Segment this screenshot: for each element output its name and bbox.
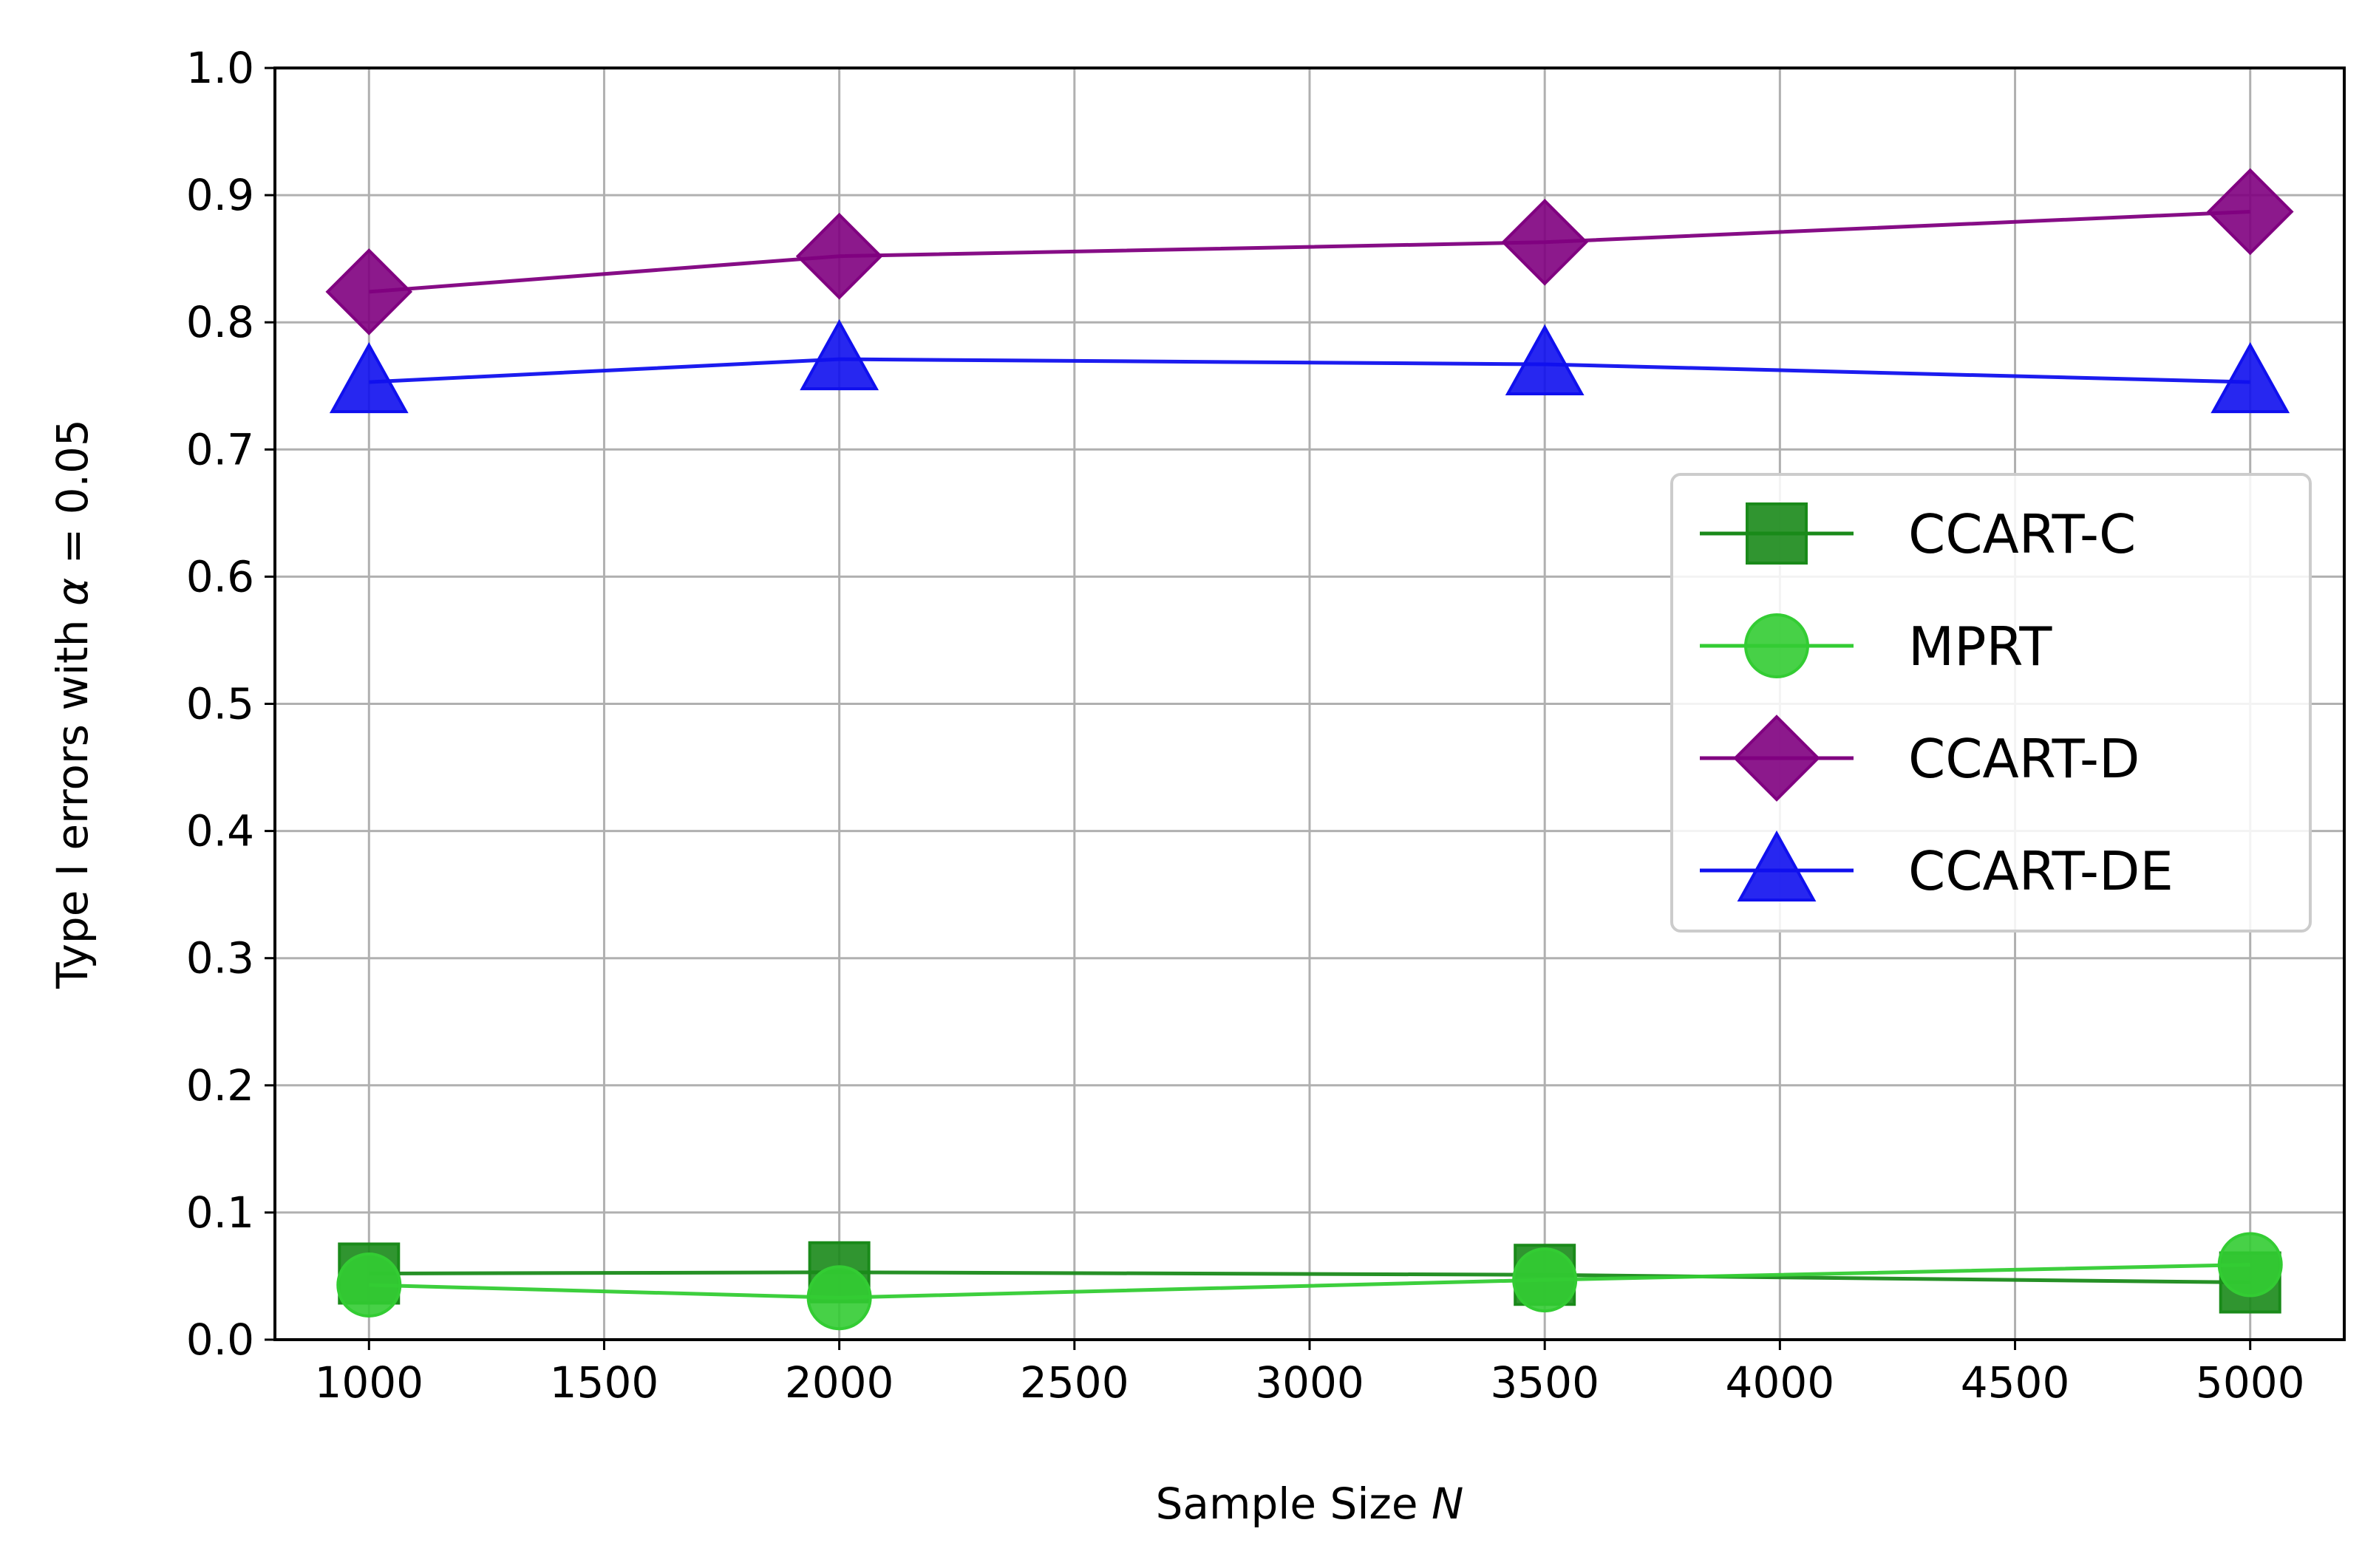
- x-axis-label: Sample Size N: [1156, 1479, 1464, 1529]
- y-tick-label: 0.8: [186, 297, 254, 347]
- legend-marker-mprt: [1744, 613, 1809, 678]
- data-point-ccart-de: [800, 318, 879, 391]
- x-tick-label: 1000: [314, 1357, 423, 1408]
- y-tick-label: 0.2: [186, 1060, 254, 1111]
- x-tick-label: 4500: [1961, 1357, 2070, 1408]
- series-line-ccart-de: [369, 357, 2250, 384]
- series-line-mprt: [369, 1262, 2250, 1300]
- x-tick-label: 2500: [1020, 1357, 1129, 1408]
- y-tick-label: 0.9: [186, 170, 254, 220]
- y-axis-label: Type I errors with α = 0.05: [47, 419, 98, 989]
- legend: CCART-C MPRT CCART-D CCART-DE: [1670, 473, 2312, 933]
- data-point-mprt: [1512, 1247, 1578, 1313]
- legend-label-mprt: MPRT: [1908, 616, 2052, 678]
- y-axis-label-suffix: = 0.05: [47, 419, 98, 578]
- series-ccart-d: [325, 168, 2294, 335]
- legend-box: [1670, 473, 2312, 933]
- legend-label-ccart-d: CCART-D: [1908, 728, 2140, 790]
- data-point-mprt: [336, 1252, 402, 1318]
- y-axis-label-prefix: Type I errors with: [47, 606, 98, 989]
- data-point-ccart-d: [1501, 198, 1589, 286]
- y-tick-label: 1.0: [186, 43, 254, 93]
- x-tick-label: 3000: [1255, 1357, 1364, 1408]
- y-tick-label: 0.5: [186, 679, 254, 729]
- series-ccart-de: [329, 318, 2290, 414]
- legend-marker-ccart-de: [1737, 830, 1817, 901]
- data-point-ccart-d: [2206, 168, 2294, 256]
- legend-marker-ccart-c: [1746, 502, 1808, 565]
- x-axis-label-prefix: Sample Size: [1156, 1479, 1432, 1529]
- y-tick-label: 0.3: [186, 933, 254, 984]
- y-tick-label: 0.0: [186, 1315, 254, 1365]
- y-tick-label: 0.6: [186, 551, 254, 601]
- y-tick-label: 0.1: [186, 1187, 254, 1238]
- data-point-ccart-de: [329, 341, 409, 414]
- data-point-ccart-de: [1505, 324, 1585, 395]
- y-tick-label: 0.7: [186, 424, 254, 474]
- legend-label-ccart-de: CCART-DE: [1908, 840, 2174, 902]
- x-tick-label: 5000: [2196, 1357, 2305, 1408]
- x-tick-label: 3500: [1490, 1357, 1599, 1408]
- series-line-ccart-d: [369, 209, 2250, 294]
- y-axis-label-variable: α: [47, 578, 98, 606]
- y-axis-ticks: 0.0 0.1 0.2 0.3 0.4 0.5 0.6 0.7 0.8 0.9 1.0: [186, 43, 275, 1365]
- y-tick-label: 0.4: [186, 806, 254, 856]
- data-point-ccart-d: [325, 248, 413, 335]
- legend-marker-ccart-d: [1733, 715, 1820, 802]
- x-axis-ticks: 1000 1500 2000 2500 3000 3500 4000 4500 5000: [314, 1340, 2305, 1408]
- series-line-ccart-c: [369, 1270, 2250, 1285]
- data-point-ccart-de: [2210, 341, 2290, 414]
- data-point-ccart-d: [795, 212, 883, 300]
- series-layer: [325, 168, 2294, 1331]
- series-mprt: [336, 1232, 2283, 1331]
- data-point-mprt: [2217, 1232, 2283, 1298]
- x-tick-label: 4000: [1726, 1357, 1835, 1408]
- data-point-mprt: [806, 1265, 872, 1331]
- x-tick-label: 1500: [550, 1357, 659, 1408]
- legend-label-ccart-c: CCART-C: [1908, 503, 2136, 565]
- x-axis-label-variable: N: [1432, 1479, 1463, 1529]
- x-tick-label: 2000: [785, 1357, 894, 1408]
